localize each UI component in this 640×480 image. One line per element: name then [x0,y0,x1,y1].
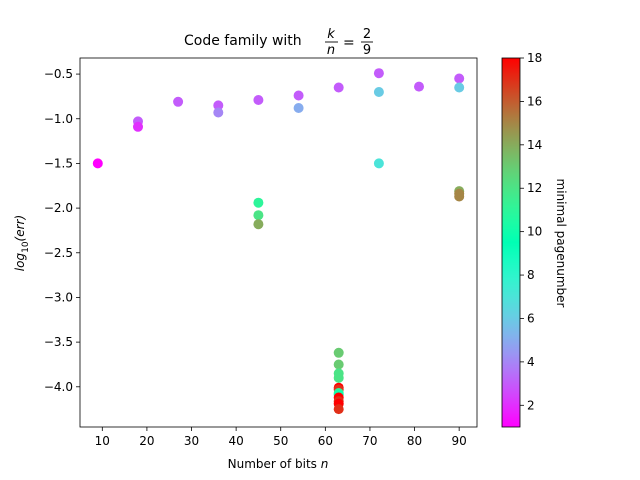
x-tick-label: 80 [407,434,422,448]
y-axis-label: log10(err) [13,215,31,271]
x-tick-label: 70 [362,434,377,448]
colorbar-tick-label: 18 [527,51,542,65]
colorbar [502,58,520,427]
data-point [454,82,465,93]
colorbar-tick-label: 12 [527,181,542,195]
data-point [92,158,103,169]
data-point [373,68,384,79]
title-frac-n: n [327,43,335,58]
x-tick-label: 90 [452,434,467,448]
y-tick-label: −4.0 [44,380,73,394]
data-point [333,359,344,370]
title-prefix: Code family with [184,33,302,49]
plot-frame [79,57,478,428]
data-points [92,68,465,415]
data-point [333,404,344,415]
data-point [333,347,344,358]
x-tick-label: 60 [318,434,333,448]
y-tick-label: −2.5 [44,246,73,260]
data-point [213,100,224,111]
colorbar-label: minimal pagenumber [554,179,568,308]
data-point [333,372,344,383]
colorbar-tick-label: 10 [527,225,542,239]
colorbar-tick-label: 2 [527,398,535,412]
data-point [253,95,264,105]
x-tick-label: 40 [228,434,243,448]
title-equals: = [343,35,355,51]
data-point [373,158,384,169]
y-tick-label: −0.5 [44,67,73,81]
colorbar-ticks: 2 4 6 8 10 12 14 16 18 [520,51,542,412]
colorbar-tick-label: 8 [527,268,535,282]
colorbar-tick-label: 6 [527,311,535,325]
data-point [373,87,384,97]
y-tick-label: −1.5 [44,156,73,170]
data-point [213,107,224,118]
x-axis-ticks: 10 20 30 40 50 60 70 80 90 [95,427,467,448]
data-point [133,121,143,132]
y-tick-label: −3.0 [44,290,73,304]
x-tick-label: 30 [184,434,199,448]
data-point [253,197,264,208]
data-point [253,219,264,230]
y-tick-label: −3.5 [44,335,73,349]
x-tick-label: 10 [95,434,110,448]
chart-title: Code family with k n = 2 9 [184,27,373,58]
colorbar-tick-label: 16 [527,94,542,108]
data-point [333,82,344,93]
plot-area [80,58,477,427]
x-tick-label: 20 [139,434,154,448]
title-frac-k: k [327,27,335,42]
colorbar-tick-label: 4 [527,355,535,369]
colorbar-tick-label: 14 [527,138,542,152]
y-tick-label: −2.0 [44,201,73,215]
data-point [253,210,264,221]
data-point [293,90,304,101]
data-point [454,191,465,202]
title-frac-9: 9 [363,43,371,58]
y-tick-label: −1.0 [44,112,73,126]
data-point [454,73,465,84]
colorbar-frame [501,57,521,428]
y-axis-ticks: −0.5 −1.0 −1.5 −2.0 −2.5 −3.0 −3.5 −4.0 [44,67,80,394]
data-point [414,81,424,92]
x-axis-label: Number of bits n [228,457,329,471]
data-point [293,103,304,113]
title-frac-2: 2 [363,27,371,42]
data-point [173,96,184,107]
x-tick-label: 50 [273,434,288,448]
